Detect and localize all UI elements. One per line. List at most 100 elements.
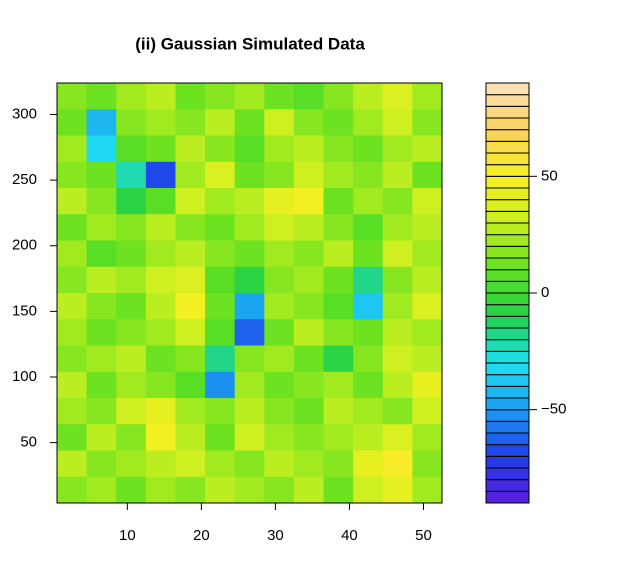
heat-cell xyxy=(234,293,265,320)
heat-cell xyxy=(116,109,147,136)
heat-cell xyxy=(86,161,117,189)
heat-cell xyxy=(353,371,384,399)
heat-cell xyxy=(234,188,265,215)
heat-cell xyxy=(264,476,295,504)
heat-cell xyxy=(353,240,384,268)
heat-cell xyxy=(116,240,147,268)
colorbar-band xyxy=(485,304,530,317)
heat-cell xyxy=(234,266,265,294)
heat-cell xyxy=(234,345,265,373)
heat-cell xyxy=(145,83,176,110)
heat-cell xyxy=(293,83,325,110)
heat-cell xyxy=(412,135,443,163)
heat-cell xyxy=(293,476,325,504)
colorbar-band xyxy=(485,374,530,387)
colorbar-band xyxy=(485,420,530,434)
colorbar-band xyxy=(485,490,530,504)
colorbar-band xyxy=(485,315,530,329)
heat-cell xyxy=(264,240,295,268)
heat-cell xyxy=(145,371,176,399)
heat-cell xyxy=(382,266,413,294)
colorbar-band xyxy=(485,432,530,446)
heat-cell xyxy=(145,476,176,504)
colorbar-band xyxy=(485,129,530,142)
heat-cell xyxy=(382,345,413,373)
heat-cell xyxy=(145,319,176,346)
heat-cell xyxy=(116,424,147,451)
heat-cell xyxy=(86,424,117,451)
heat-cell xyxy=(175,83,206,110)
heat-cell xyxy=(353,214,384,241)
heat-cell xyxy=(323,266,354,294)
heat-cell xyxy=(205,371,236,399)
heat-cell xyxy=(57,109,88,136)
heat-cell xyxy=(323,450,354,478)
y-tick-label: 300 xyxy=(12,105,37,122)
heat-cell xyxy=(175,161,206,189)
heat-cell xyxy=(353,319,384,346)
heat-cell xyxy=(293,109,325,136)
heat-cell xyxy=(382,293,413,320)
heat-cell xyxy=(323,398,354,425)
heat-cell xyxy=(145,398,176,425)
heat-cell xyxy=(382,424,413,451)
heat-cell xyxy=(323,188,354,215)
colorbar-band xyxy=(485,455,530,469)
colorbar-band xyxy=(485,362,530,376)
heat-cell xyxy=(57,266,88,294)
heat-cell xyxy=(353,266,384,294)
heat-cell xyxy=(323,240,354,268)
heat-cell xyxy=(175,319,206,346)
heat-cell xyxy=(145,424,176,451)
colorbar-band xyxy=(485,152,530,166)
heat-cell xyxy=(145,450,176,478)
heat-cell xyxy=(412,371,443,399)
heat-cell xyxy=(293,135,325,163)
heat-cell xyxy=(175,345,206,373)
heat-cell xyxy=(205,214,236,241)
heat-cell xyxy=(264,371,295,399)
heat-cell xyxy=(323,371,354,399)
y-tick-label: 50 xyxy=(20,434,37,451)
colorbar-band xyxy=(485,397,530,411)
heat-cell xyxy=(353,161,384,189)
heat-cell xyxy=(264,424,295,451)
heat-cell xyxy=(86,266,117,294)
heat-cell xyxy=(205,135,236,163)
heat-cell xyxy=(175,450,206,478)
heat-cell xyxy=(264,398,295,425)
heat-cell xyxy=(57,319,88,346)
colorbar-band xyxy=(485,350,530,364)
heat-cell xyxy=(412,398,443,425)
x-tick-label: 20 xyxy=(193,527,210,544)
heat-cell xyxy=(86,371,117,399)
heat-cell xyxy=(116,188,147,215)
heat-cell xyxy=(323,135,354,163)
heat-cell xyxy=(264,345,295,373)
heat-cell xyxy=(293,293,325,320)
colorbar-band xyxy=(485,175,530,189)
heat-cell xyxy=(116,214,147,241)
heat-cell xyxy=(205,476,236,504)
heat-cell xyxy=(382,135,413,163)
heat-cell xyxy=(175,188,206,215)
heat-cell xyxy=(205,293,236,320)
heat-cell xyxy=(234,424,265,451)
heat-cell xyxy=(323,161,354,189)
plot-frame xyxy=(56,82,443,504)
colorbar-band xyxy=(485,327,530,341)
heat-cell xyxy=(57,83,88,110)
heat-cell xyxy=(205,450,236,478)
heat-cell xyxy=(57,424,88,451)
heat-cell xyxy=(353,109,384,136)
heat-cell xyxy=(412,161,443,189)
colorbar-band xyxy=(485,210,530,224)
heat-cell xyxy=(145,345,176,373)
heat-cell xyxy=(293,266,325,294)
heat-cell xyxy=(382,161,413,189)
heat-cell xyxy=(57,398,88,425)
heat-cell xyxy=(86,109,117,136)
heat-cell xyxy=(353,345,384,373)
heat-cell xyxy=(145,135,176,163)
